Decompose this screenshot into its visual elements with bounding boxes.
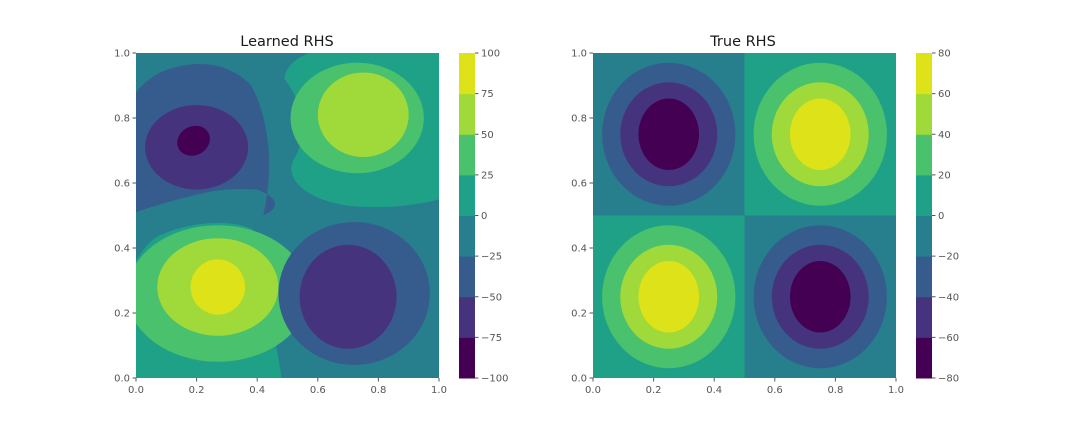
- axes: 0.0 0.2 0.4 0.6 0.8 1.0 0.0 0.2 0.4 0.6 0.8 1.0: [571, 49, 904, 397]
- x-tick-label: 0.8: [370, 385, 386, 396]
- colorbar-band: [459, 134, 475, 176]
- colorbar-tick-label: 0: [938, 211, 944, 222]
- y-tick-label: 0.0: [571, 374, 587, 385]
- colorbar-tick-label: −60: [938, 333, 959, 344]
- x-tick-label: 0.6: [310, 385, 326, 396]
- x-tick-label: 0.2: [189, 385, 205, 396]
- x-tick-label: 0.8: [827, 385, 843, 396]
- colorbar-band: [459, 174, 475, 216]
- chart-title: Learned RHS: [240, 34, 333, 50]
- colorbar-tick-label: −80: [938, 374, 959, 385]
- colorbar-tick-label: 20: [938, 170, 951, 181]
- colorbar-band: [916, 296, 932, 338]
- x-tick-label: 0.0: [585, 385, 601, 396]
- colorbar-band: [916, 215, 932, 257]
- y-tick-label: 1.0: [571, 49, 587, 60]
- colorbar-band: [916, 134, 932, 176]
- contour-band: [789, 98, 851, 170]
- contour-band: [317, 72, 409, 157]
- colorbar-tick-label: −75: [481, 333, 502, 344]
- colorbar-band: [459, 256, 475, 298]
- contour-band: [177, 125, 210, 156]
- panel-learned-rhs: Learned RHS 0.0 0.2 0.4 0.6 0.8 1.00.00.20.40…: [114, 34, 508, 396]
- colorbar-band: [459, 53, 475, 95]
- contour-plot-area: [593, 53, 896, 378]
- x-tick-label: 1.0: [431, 385, 447, 396]
- y-tick-label: 0.4: [114, 244, 130, 255]
- colorbar-band: [916, 53, 932, 95]
- colorbar-band: [459, 215, 475, 257]
- y-tick-label: 0.8: [571, 114, 587, 125]
- colorbar-tick-label: 40: [938, 130, 951, 141]
- y-tick-label: 1.0: [114, 49, 130, 60]
- y-tick-label: 0.2: [571, 309, 587, 320]
- colorbar-tick-label: 0: [481, 211, 487, 222]
- colorbar-band: [916, 93, 932, 135]
- y-tick-label: 0.8: [114, 114, 130, 125]
- colorbar-tick-label: 75: [481, 89, 494, 100]
- contour-band: [638, 98, 700, 170]
- chart-title: True RHS: [709, 34, 776, 50]
- colorbar-band: [916, 174, 932, 216]
- colorbar-band: [459, 93, 475, 135]
- axes: 0.0 0.2 0.4 0.6 0.8 1.0 0.0 0.2 0.4 0.6 0.8 1.0: [114, 49, 447, 397]
- contour-band: [190, 259, 246, 315]
- x-tick-label: 0.4: [249, 385, 265, 396]
- x-tick-label: 0.4: [706, 385, 722, 396]
- y-tick-label: 0.6: [571, 179, 587, 190]
- x-tick-label: 0.2: [646, 385, 662, 396]
- x-tick-label: 0.0: [128, 385, 144, 396]
- panel-true-rhs: True RHS 0.0 0.2 0.4 0.6 0.8 1.0 0.0 0.2 0.4 0: [571, 34, 959, 396]
- colorbar-tick-label: 80: [938, 49, 951, 60]
- colorbar-tick-label: 25: [481, 170, 494, 181]
- colorbar-tick-label: −20: [938, 252, 959, 263]
- y-tick-label: 0.6: [114, 179, 130, 190]
- colorbar-band: [459, 337, 475, 379]
- contour-band: [638, 261, 700, 333]
- contour-band: [789, 261, 851, 333]
- colorbar-tick-label: −25: [481, 252, 502, 263]
- contour-plot-area: [136, 53, 439, 378]
- colorbar-band: [916, 256, 932, 298]
- colorbar: 80 60 40 20 0 −20 −40 −60 −80: [916, 49, 959, 385]
- colorbar-tick-label: 100: [481, 49, 500, 60]
- y-tick-label: 0.4: [571, 244, 587, 255]
- y-tick-label: 0.2: [114, 309, 130, 320]
- colorbar-tick-label: −50: [481, 292, 502, 303]
- colorbar: 100 75 50 25 0 −25 −50 −75 −100: [459, 49, 508, 385]
- contour-band: [299, 244, 397, 349]
- colorbar-band: [916, 337, 932, 379]
- y-tick-label: 0.0: [114, 374, 130, 385]
- colorbar-tick-label: −100: [481, 374, 508, 385]
- x-tick-label: 1.0: [888, 385, 904, 396]
- x-tick-label: 0.6: [767, 385, 783, 396]
- colorbar-tick-label: −40: [938, 292, 959, 303]
- colorbar-tick-label: 50: [481, 130, 494, 141]
- colorbar-band: [459, 296, 475, 338]
- colorbar-tick-label: 60: [938, 89, 951, 100]
